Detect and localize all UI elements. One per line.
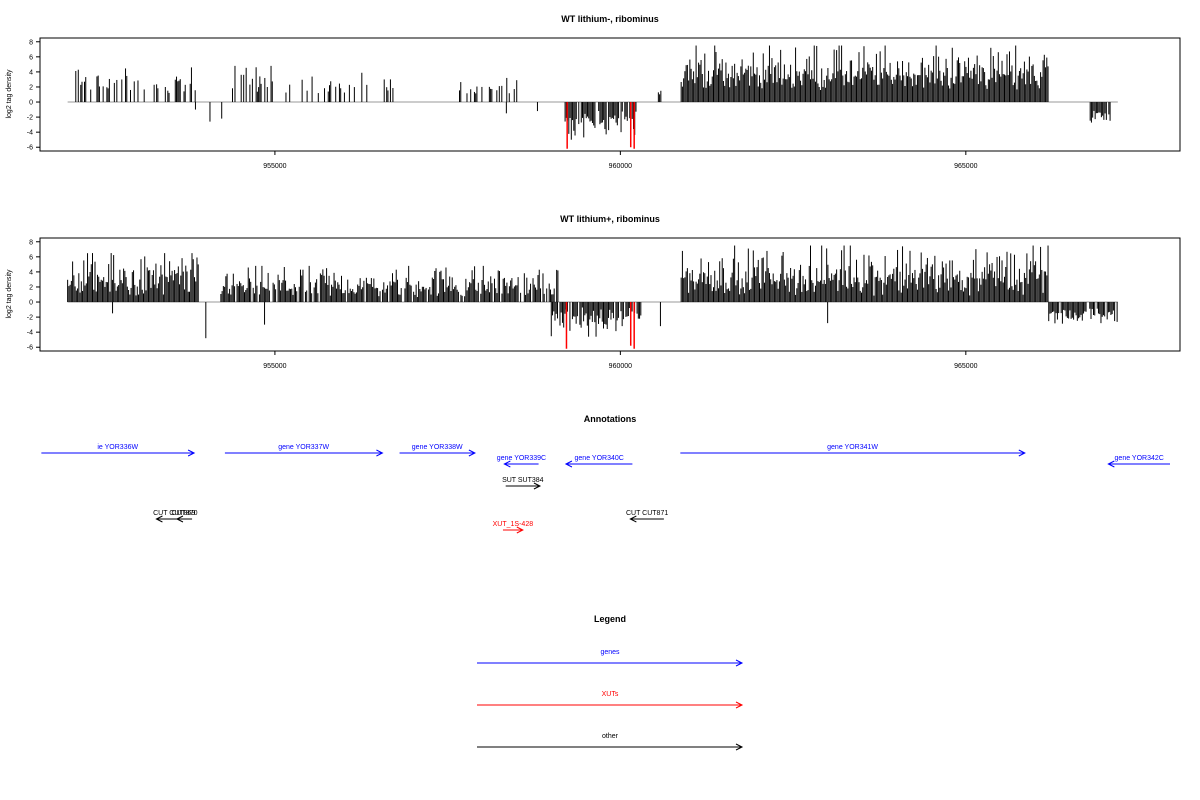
annotation-feature: CUT870 [171, 510, 198, 523]
y-tick-label: 4 [29, 69, 33, 76]
feature-label: XUT_1S-428 [493, 521, 534, 528]
annotation-feature: CUT CUT871 [626, 510, 668, 523]
arrowhead-icon [629, 515, 637, 523]
feature-label: gene YOR337W [278, 444, 329, 451]
annotation-feature: gene YOR341W [680, 444, 1026, 457]
y-tick-label: 6 [29, 54, 33, 61]
x-tick-label: 960000 [609, 163, 632, 170]
feature-label: CUT CUT869 [153, 510, 195, 517]
y-axis-label: log2 tag density [6, 69, 13, 119]
y-tick-label: -4 [27, 330, 33, 337]
y-tick-label: -2 [27, 115, 33, 122]
y-tick-label: 8 [29, 39, 33, 46]
annotation-feature: gene YOR337W [224, 444, 384, 457]
annotations-title: Annotations [584, 414, 637, 424]
panel-title: WT lithium+, ribominus [560, 214, 660, 224]
y-axis-label: log2 tag density [6, 269, 13, 319]
legend-entry: genes [477, 649, 744, 667]
legend-label: XUTs [602, 691, 619, 698]
y-tick-label: 0 [29, 100, 33, 107]
arrowhead-icon [533, 482, 542, 490]
y-tick-label: 8 [29, 239, 33, 246]
annotations-track: Annotations ie YOR336W gene YOR337W gene Y… [41, 414, 1170, 534]
feature-label: CUT870 [171, 510, 197, 517]
y-tick-label: 6 [29, 254, 33, 261]
y-tick-label: -2 [27, 315, 33, 322]
annotation-arrows: ie YOR336W gene YOR337W gene YOR338W gene Y… [41, 444, 1170, 534]
x-tick-labels: 955000 960000 965000 [263, 151, 978, 170]
legend-items: genes XUTs other [477, 649, 744, 751]
arrowhead-icon [516, 526, 524, 534]
y-tick-label: -6 [27, 345, 33, 352]
plot-frame [39, 37, 1181, 152]
feature-label: gene YOR341W [827, 444, 878, 451]
arrowhead-icon [1018, 449, 1026, 457]
legend: Legend genes XUTs other [477, 614, 744, 751]
arrowhead-icon [175, 515, 184, 523]
y-tick-label: 4 [29, 269, 33, 276]
feature-label: CUT CUT871 [626, 510, 668, 517]
feature-label: gene YOR339C [497, 455, 546, 462]
y-tick-label: 2 [29, 284, 33, 291]
arrowhead-icon [376, 449, 384, 457]
annotation-feature: gene YOR338W [399, 444, 476, 457]
track-panel-lithium-plus: WT lithium+, ribominus log2 tag density … [6, 214, 1181, 370]
feature-label: gene YOR338W [412, 444, 463, 451]
arrowhead-icon [468, 449, 476, 457]
arrowhead-icon [1107, 460, 1115, 468]
y-tick-label: 2 [29, 84, 33, 91]
density-bars [67, 245, 1118, 349]
arrowhead-icon [735, 701, 744, 709]
feature-label: gene YOR340C [575, 455, 624, 462]
x-tick-labels: 955000 960000 965000 [263, 351, 978, 370]
arrowhead-icon [187, 449, 196, 457]
x-tick-label: 955000 [263, 163, 286, 170]
annotation-feature: gene YOR342C [1107, 455, 1170, 468]
arrowhead-icon [564, 460, 573, 468]
y-tick-labels: 8 6 4 2 0 -2 -4 -6 [27, 239, 40, 352]
track-panel-lithium-minus: WT lithium-, ribominus log2 tag density … [6, 14, 1181, 170]
legend-label: other [602, 733, 619, 740]
x-tick-label: 960000 [609, 363, 632, 370]
annotation-feature: ie YOR336W [41, 444, 196, 457]
arrowhead-icon [503, 460, 511, 468]
legend-entry: other [477, 733, 744, 751]
x-tick-label: 965000 [954, 163, 977, 170]
x-tick-label: 965000 [954, 363, 977, 370]
plot-frame [39, 237, 1181, 352]
density-bars [67, 45, 1118, 149]
legend-label: genes [600, 649, 620, 656]
annotation-feature: gene YOR340C [564, 455, 633, 468]
y-tick-label: 0 [29, 300, 33, 307]
y-tick-label: -4 [27, 130, 33, 137]
legend-title: Legend [594, 614, 626, 624]
annotation-feature: XUT_1S-428 [493, 521, 534, 534]
panel-title: WT lithium-, ribominus [561, 14, 659, 24]
feature-label: ie YOR336W [97, 444, 138, 451]
arrowhead-icon [155, 515, 163, 523]
y-tick-label: -6 [27, 145, 33, 152]
x-tick-label: 955000 [263, 363, 286, 370]
feature-label: gene YOR342C [1115, 455, 1164, 462]
arrowhead-icon [735, 743, 744, 751]
annotation-feature: gene YOR339C [497, 455, 546, 468]
y-tick-labels: 8 6 4 2 0 -2 -4 -6 [27, 39, 40, 152]
arrowhead-icon [735, 659, 744, 667]
annotation-feature: SUT SUT384 [502, 477, 544, 490]
legend-entry: XUTs [477, 691, 744, 709]
feature-label: SUT SUT384 [502, 477, 544, 484]
